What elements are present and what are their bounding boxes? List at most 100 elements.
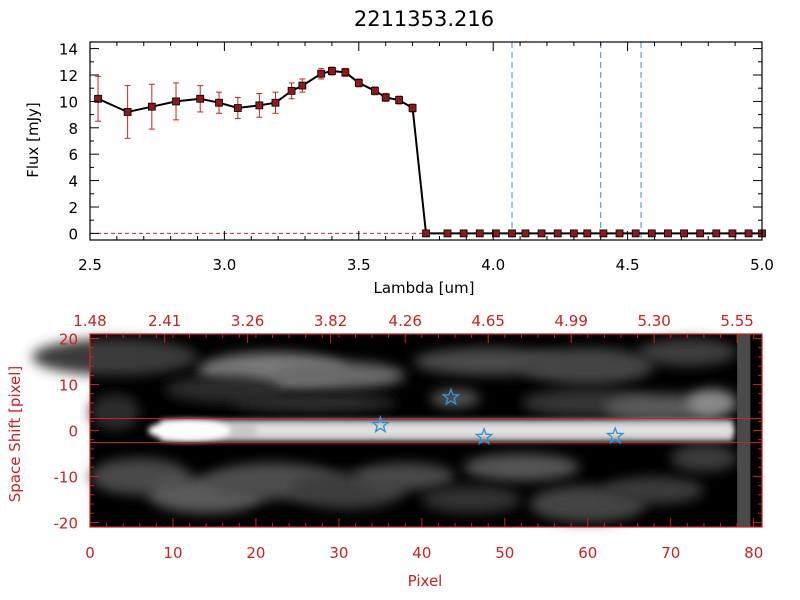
- image-noise-blob: [463, 453, 580, 482]
- y-tick-label: 12: [59, 67, 78, 85]
- flux-data-point: [147, 102, 156, 111]
- spectrum-x-axis-label: Lambda [um]: [374, 279, 475, 297]
- flux-data-point: [569, 229, 578, 238]
- flux-data-point: [631, 229, 640, 238]
- star-marker: [441, 387, 461, 406]
- spectral-image-overlay: [90, 387, 762, 446]
- spectral-image: [31, 334, 762, 527]
- y-tick-label: 0: [68, 225, 78, 243]
- flux-data-point: [599, 229, 608, 238]
- flux-data-point: [459, 229, 468, 238]
- y-tick-label: 10: [59, 93, 78, 111]
- flux-data-point: [408, 104, 417, 112]
- pixel-x-axis-label: Pixel: [408, 572, 443, 590]
- flux-data-point: [255, 101, 264, 110]
- flux-data-point: [172, 97, 180, 106]
- pixel-tick-label: 60: [578, 544, 597, 562]
- wavelength-tick-label: 4.99: [554, 312, 587, 330]
- pixel-tick-label: 40: [412, 544, 431, 562]
- flux-data-point: [381, 93, 390, 102]
- flux-data-point: [491, 229, 500, 238]
- image-noise-blob: [670, 444, 738, 472]
- space-shift-y-axis-label: Space Shift [pixel]: [6, 366, 24, 503]
- flux-data-point: [680, 229, 688, 238]
- spectrum-y-ticks: 0 2 4 6 8 10 12 14: [59, 41, 762, 243]
- spectral-trace-peak: [148, 420, 232, 441]
- image-noise-blob: [521, 347, 655, 385]
- pixel-tick-label: 30: [329, 544, 348, 562]
- y-tick-label: 2: [68, 199, 78, 217]
- star-marker: [474, 426, 494, 446]
- spectral-trace-core: [255, 425, 733, 436]
- space-shift-tick-label: -10: [54, 468, 79, 486]
- flux-data-point: [271, 98, 280, 107]
- y-tick-label: 6: [68, 146, 78, 164]
- y-tick-label: 4: [68, 173, 78, 191]
- image-noise-blob: [604, 476, 704, 505]
- pixel-x-ticks: 0 10 20 30 40 50 60 70 80: [85, 518, 763, 562]
- x-tick-label: 3.0: [212, 256, 236, 274]
- flux-data-point: [521, 229, 530, 238]
- space-shift-tick-label: 0: [68, 423, 78, 441]
- flux-data-point: [664, 229, 672, 238]
- flux-data-point: [298, 81, 307, 90]
- flux-data-point: [508, 229, 516, 238]
- space-shift-tick-label: -20: [54, 514, 79, 532]
- flux-data-point: [712, 229, 721, 238]
- flux-data-point: [583, 229, 592, 238]
- image-noise-blob: [637, 338, 738, 367]
- x-tick-label: 5.0: [750, 256, 774, 274]
- wavelength-tick-label: 1.48: [73, 312, 106, 330]
- x-tick-label: 4.5: [616, 256, 640, 274]
- flux-data-point: [744, 229, 753, 238]
- flux-data-point: [647, 229, 656, 238]
- x-tick-label: 2.5: [78, 256, 102, 274]
- pixel-tick-label: 80: [744, 544, 763, 562]
- flux-data-point: [215, 98, 223, 107]
- wavelength-tick-label: 4.65: [472, 312, 505, 330]
- image-noise-blob: [231, 393, 397, 413]
- flux-data-point: [287, 86, 296, 95]
- star-marker: [605, 425, 625, 445]
- pixel-tick-label: 0: [85, 544, 95, 562]
- wavelength-tick-label: 3.26: [231, 312, 264, 330]
- flux-data-point: [317, 69, 326, 78]
- pixel-tick-label: 70: [661, 544, 680, 562]
- flux-data-point: [537, 229, 546, 238]
- image-noise-blob: [31, 338, 198, 376]
- image-noise-blob: [421, 485, 522, 514]
- y-tick-label: 14: [59, 41, 78, 59]
- wavelength-tick-label: 4.26: [389, 312, 422, 330]
- image-noise-blob: [687, 389, 738, 417]
- spectrum-y-axis-label: Flux [mJy]: [24, 102, 42, 178]
- flux-data-point: [371, 86, 379, 95]
- flux-data-point: [422, 229, 430, 238]
- space-shift-tick-label: 10: [59, 377, 78, 395]
- x-tick-label: 4.0: [481, 256, 505, 274]
- wavelength-top-ticks: 1.48 2.41 3.26 3.82 4.26 4.65 4.99 5.30 5.55: [73, 312, 755, 343]
- space-shift-tick-label: 20: [59, 331, 78, 349]
- wavelength-tick-label: 2.41: [148, 312, 181, 330]
- x-tick-label: 3.5: [347, 256, 371, 274]
- image-noise-blob: [355, 462, 456, 491]
- flux-data-point: [443, 229, 452, 238]
- space-shift-y-ticks: -20 -10 0 10 20: [54, 331, 762, 532]
- star-marker: [370, 414, 390, 434]
- flux-data-point: [475, 229, 484, 238]
- flux-data-point: [328, 67, 336, 75]
- flux-data-point: [615, 229, 624, 238]
- spectrum-x-ticks: 2.5 3.0 3.5 4.0 4.5 5.0: [78, 42, 774, 274]
- image-noise-blob: [272, 361, 406, 390]
- flux-data-point: [728, 229, 737, 238]
- image-noise-blob: [164, 375, 281, 403]
- flux-data-point: [696, 229, 705, 238]
- flux-data-point: [94, 94, 102, 103]
- image-noise-blob: [90, 393, 140, 431]
- wavelength-tick-label: 5.55: [720, 312, 753, 330]
- flux-data-point: [123, 108, 132, 116]
- flux-data-point: [341, 68, 350, 77]
- flux-data-point: [553, 229, 562, 238]
- flux-data-point: [233, 104, 242, 112]
- pixel-tick-label: 50: [495, 544, 514, 562]
